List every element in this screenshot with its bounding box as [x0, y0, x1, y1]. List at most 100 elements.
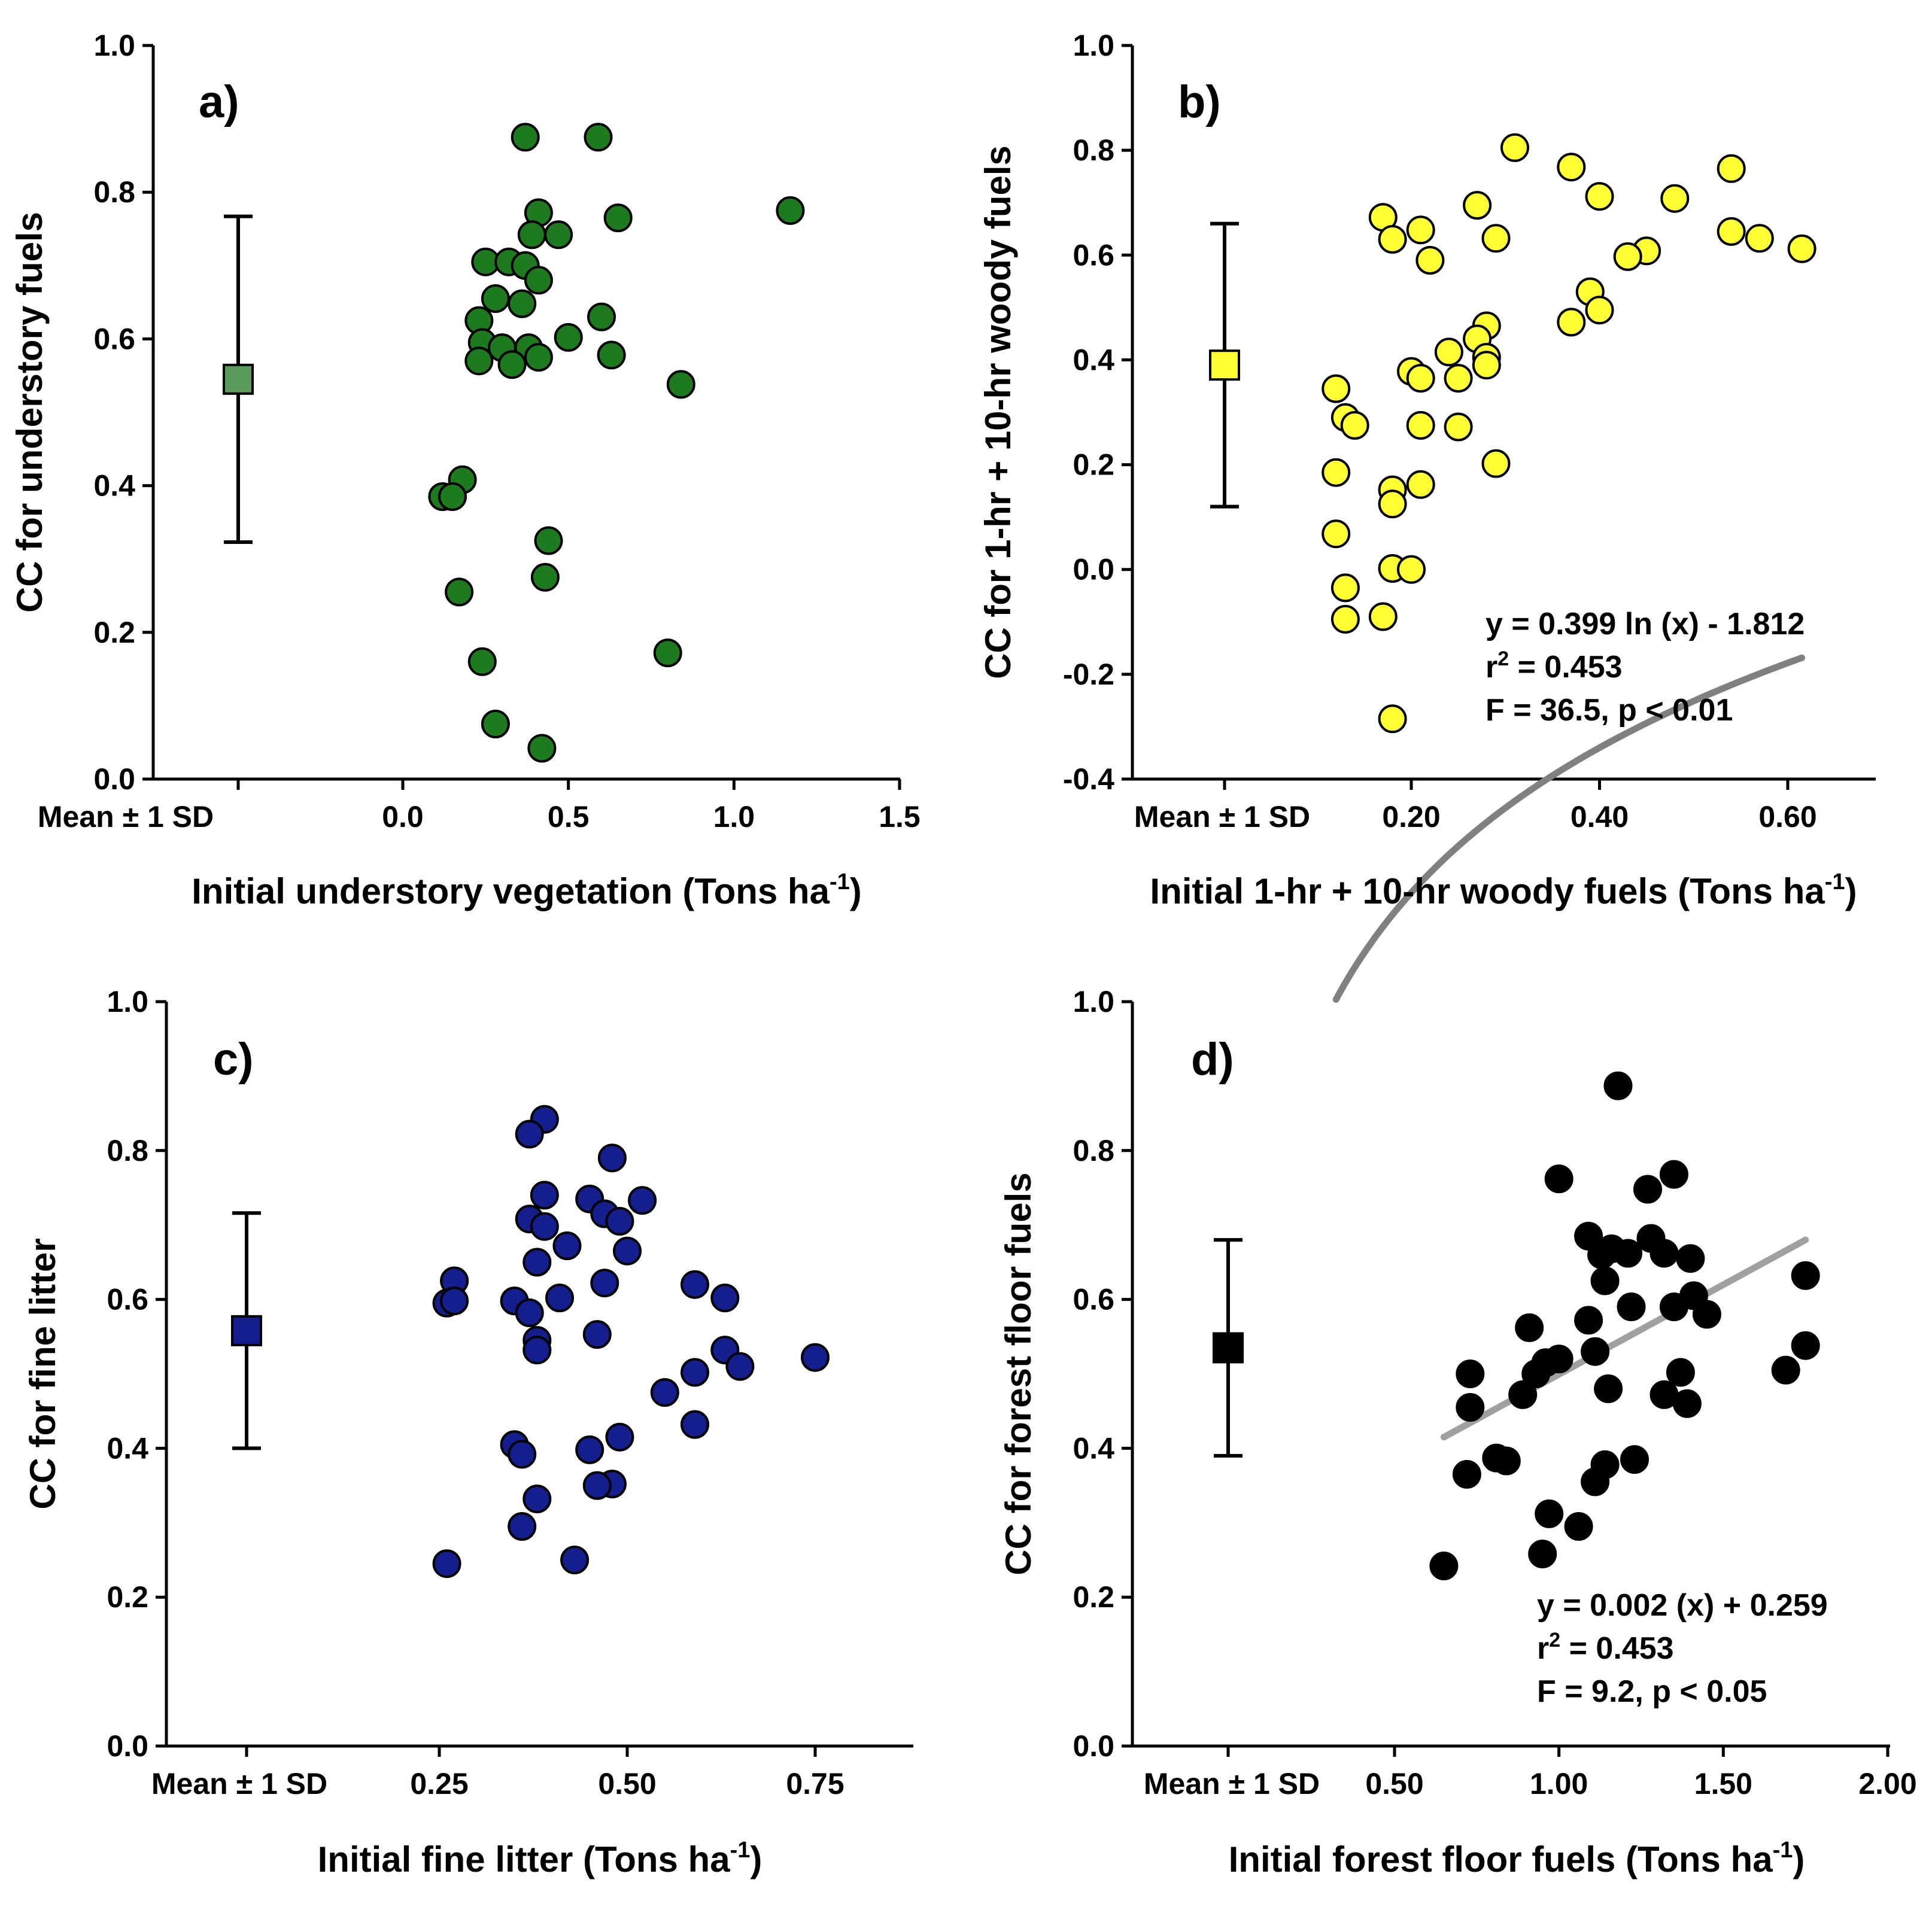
data-point	[613, 1236, 642, 1266]
data-point	[1603, 1071, 1633, 1100]
data-point	[1590, 1266, 1620, 1295]
x-tick-label: 0.50	[1365, 1767, 1423, 1800]
data-point	[1415, 246, 1445, 275]
data-point	[511, 123, 540, 152]
data-point	[1692, 1300, 1721, 1329]
x-tick-label: 2.00	[1858, 1767, 1916, 1800]
panel-label: b)	[1178, 77, 1221, 127]
data-point	[1587, 1240, 1617, 1269]
y-tick-label: 0.4	[1073, 1431, 1114, 1465]
data-point	[481, 710, 510, 738]
data-point	[1717, 217, 1746, 246]
data-point	[1585, 296, 1614, 325]
data-point	[1791, 1261, 1820, 1290]
r-squared: r2 = 0.453	[1537, 1629, 1674, 1666]
data-point	[1564, 1512, 1593, 1541]
data-point	[1659, 1292, 1688, 1321]
data-point	[710, 1284, 740, 1313]
data-point	[597, 340, 626, 370]
panel-b: -0.4 -0.2 0.0 0.2 0.4 0.6 0.8 1.0 0.20 0.40 0.60 Me…	[978, 29, 1876, 1003]
equation-line: y = 0.399 ln (x) - 1.812	[1486, 607, 1805, 641]
data-point	[552, 1231, 582, 1260]
data-point	[605, 1207, 634, 1236]
fit-line	[1332, 654, 1806, 1003]
y-tick-label: -0.4	[1063, 762, 1114, 796]
mean-sd-label: Mean ± 1 SD	[1144, 1767, 1320, 1800]
data-point	[1340, 410, 1369, 440]
data-point	[1574, 1306, 1603, 1335]
data-point	[1378, 704, 1407, 734]
data-point	[1481, 224, 1511, 253]
data-point	[1650, 1239, 1679, 1268]
data-point	[445, 577, 474, 607]
data-point	[666, 370, 695, 399]
data-point	[1676, 1244, 1705, 1273]
x-axis-title: Initial 1-hr + 10-hr woody fuels (Tons h…	[1150, 869, 1857, 911]
data-point	[530, 562, 560, 592]
x-tick-label: 1.00	[1530, 1767, 1588, 1800]
data-point	[1771, 1355, 1800, 1385]
data-point	[1633, 1175, 1662, 1204]
data-point	[464, 346, 494, 376]
y-tick-label: 0.2	[93, 616, 135, 649]
y-tick-label: 0.6	[1073, 238, 1114, 272]
data-point	[597, 1143, 627, 1173]
data-point	[584, 123, 613, 152]
data-point	[517, 220, 546, 250]
x-tick-label: 0.60	[1758, 800, 1816, 834]
x-tick-label: 1.50	[1694, 1767, 1752, 1800]
f-statistic: F = 36.5, p < 0.01	[1486, 693, 1733, 728]
data-point	[1456, 1359, 1485, 1388]
data-point	[554, 323, 583, 352]
data-point	[1508, 1380, 1538, 1409]
data-point	[523, 1485, 552, 1513]
data-point	[1406, 410, 1435, 440]
y-tick-label: 0.2	[107, 1580, 148, 1614]
data-point	[1406, 364, 1435, 393]
data-point	[440, 1286, 469, 1316]
data-point	[1456, 1393, 1485, 1422]
data-point	[1613, 242, 1642, 271]
data-point	[1322, 374, 1351, 403]
data-point	[515, 1298, 544, 1327]
panel-d: 0.0 0.2 0.4 0.6 0.8 1.0 0.50 1.00 1.50 2.00 Mean ±…	[998, 985, 1917, 1879]
data-point	[1581, 1337, 1610, 1366]
data-point	[1787, 234, 1816, 263]
y-tick-label: 0.8	[107, 1134, 148, 1167]
data-point	[1581, 1467, 1610, 1497]
data-point	[1444, 412, 1473, 442]
y-axis-title: CC for understory fuels	[10, 212, 50, 613]
data-point	[582, 1320, 612, 1349]
data-point	[515, 1120, 544, 1149]
data-point	[1660, 184, 1690, 213]
y-tick-label: 0.0	[1073, 1729, 1114, 1763]
panel-label: a)	[199, 77, 239, 127]
data-point	[1521, 1359, 1551, 1388]
data-point	[530, 1212, 559, 1241]
data-point	[1481, 449, 1511, 478]
data-point	[801, 1343, 830, 1372]
data-point	[603, 203, 633, 233]
x-tick-label: 0.40	[1570, 800, 1629, 834]
data-point	[1614, 1239, 1642, 1268]
y-tick-label: 0.2	[1073, 1580, 1114, 1614]
data-point	[1500, 133, 1529, 162]
y-axis-title: CC for forest floor fuels	[998, 1172, 1038, 1575]
mean-sd-label: Mean ± 1 SD	[38, 800, 214, 834]
y-tick-label: 1.0	[1073, 29, 1114, 62]
data-point	[1429, 1552, 1459, 1580]
data-point	[523, 1336, 552, 1365]
x-axis-title: Initial fine litter (Tons ha-1)	[318, 1838, 763, 1879]
data-point	[1444, 364, 1473, 393]
panel-label: c)	[213, 1034, 254, 1085]
y-tick-label: 0.0	[93, 762, 135, 796]
y-tick-label: 0.8	[1073, 1134, 1114, 1167]
data-point	[508, 1440, 537, 1469]
mean-sd-label: Mean ± 1 SD	[1134, 800, 1310, 834]
mean-marker	[1209, 349, 1240, 381]
y-tick-label: -0.2	[1063, 658, 1114, 691]
data-point	[1594, 1374, 1623, 1403]
y-tick-label: 1.0	[107, 985, 148, 1018]
y-axis-title: CC for 1-hr + 10-hr woody fuels	[978, 145, 1018, 679]
